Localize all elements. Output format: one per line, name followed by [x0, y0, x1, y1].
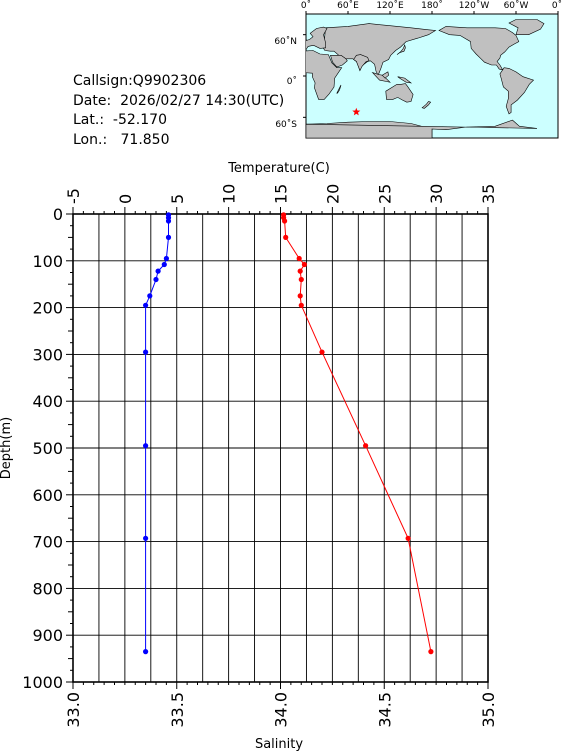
depth-axis-title: Depth(m) [0, 417, 14, 479]
temperature-profile-line [283, 214, 432, 652]
salinity-data-point [165, 218, 172, 224]
salinity-data-point [143, 535, 149, 541]
date-text: Date: 2026/02/27 14:30(UTC) [73, 92, 285, 109]
temperature-tick-label: 25 [375, 184, 394, 204]
map-lat-label: 60˚S [275, 119, 297, 130]
map-lon-label: 0˚ [552, 0, 562, 11]
depth-tick-label: 1000 [22, 673, 63, 692]
salinity-data-point [147, 293, 153, 299]
temperature-tick-label: 35 [479, 184, 498, 204]
temperature-tick-label: 5 [168, 194, 187, 204]
temperature-axis-title: Temperature(C) [227, 161, 330, 176]
salinity-data-point [153, 276, 159, 283]
depth-tick-label: 500 [32, 439, 63, 458]
landmass-india [353, 54, 370, 72]
depth-tick-labels: 0 100 200 300 400 500 600 700 800 900 1000 [22, 205, 63, 692]
landmass-borneo [381, 71, 389, 79]
map-lon-label: 0˚ [301, 0, 311, 11]
landmass-n-america [438, 26, 520, 71]
salinity-data-point [163, 255, 169, 262]
landmass-madagascar [336, 84, 342, 94]
landmass-arabia [330, 54, 348, 68]
temperature-data-point [363, 443, 369, 449]
map-lon-label: 60˚E [337, 0, 359, 11]
salinity-data-point [165, 234, 172, 240]
landmass-japan [396, 44, 406, 55]
temperature-data-point [428, 649, 434, 655]
chart-grid [72, 213, 489, 683]
salinity-data-point [155, 268, 161, 274]
landmass-nz [421, 101, 432, 109]
landmass-indonesia [371, 72, 391, 83]
landmass-new-guinea [397, 76, 413, 84]
temperature-tick-label: 0 [116, 194, 135, 204]
salinity-data-point [143, 443, 149, 449]
map-lat-label: 60˚N [274, 36, 297, 47]
depth-tick-label: 0 [53, 205, 63, 224]
landmass-europe-west [306, 26, 328, 51]
map-lon-label: 120˚E [376, 0, 404, 11]
temperature-tick-label: -5 [64, 188, 83, 204]
star-icon [352, 107, 361, 116]
salinity-tick-label: 33.5 [168, 692, 187, 728]
salinity-data-point [143, 302, 149, 308]
temperature-tick-label: 30 [427, 184, 446, 204]
longitude-text: Lon.: 71.850 [73, 131, 170, 148]
temperature-data-point [297, 268, 303, 274]
temperature-data-point [283, 234, 289, 240]
temperature-data-point [297, 293, 303, 299]
landmass-australia [385, 83, 414, 103]
float-info-block: Callsign:Q9902306 Date: 2026/02/27 14:30… [73, 72, 284, 150]
landmass-uk [306, 38, 308, 41]
temperature-tick-label: 15 [272, 184, 291, 204]
salinity-tick-label: 34.5 [375, 692, 394, 728]
map-lon-label: 120˚W [459, 0, 490, 11]
salinity-tick-label: 34.0 [272, 692, 291, 728]
temperature-data-point [282, 218, 288, 224]
temperature-tick-label: 20 [323, 184, 342, 204]
salinity-tick-label: 33.0 [64, 692, 83, 728]
landmass-s-america [499, 67, 535, 115]
depth-tick-label: 200 [32, 299, 63, 318]
salinity-data-point [143, 349, 149, 355]
salinity-data-point [161, 261, 167, 268]
landmass-greenland [508, 19, 545, 36]
plot-frame [72, 213, 489, 683]
depth-tick-label: 400 [32, 392, 63, 411]
temperature-data-point [298, 276, 304, 283]
profile-series [143, 212, 434, 655]
callsign-text: Callsign:Q9902306 [73, 73, 207, 89]
depth-tick-label: 700 [32, 533, 63, 552]
temperature-data-point [301, 261, 307, 268]
salinity-profile-line [145, 214, 169, 652]
depth-tick-label: 100 [32, 252, 63, 271]
salinity-tick-labels: 33.0 33.5 34.0 34.5 35.0 [64, 692, 498, 728]
salinity-axis-title: Salinity [255, 737, 303, 751]
map-lon-label: 180˚ [421, 0, 443, 11]
map-lat-label: 0˚ [287, 76, 297, 87]
map-landmasses [306, 19, 545, 138]
map-tick-marks [303, 11, 559, 118]
temperature-data-point [296, 255, 302, 262]
map-lon-labels: 0˚ 60˚E 120˚E 180˚ 120˚W 60˚W 0˚ [301, 0, 562, 11]
temperature-tick-label: 10 [220, 184, 239, 204]
landmass-africa [306, 50, 343, 100]
map-lat-labels: 60˚N 0˚ 60˚S [274, 36, 297, 130]
temperature-data-point [405, 535, 411, 541]
depth-tick-label: 900 [32, 626, 63, 645]
salinity-tick-label: 35.0 [479, 692, 498, 728]
temperature-data-point [298, 302, 304, 308]
depth-tick-label: 600 [32, 486, 63, 505]
depth-tick-label: 300 [32, 345, 63, 364]
map-lon-label: 60˚W [504, 0, 529, 11]
location-map: 0˚ 60˚E 120˚E 180˚ 120˚W 60˚W 0˚ 60˚N 0˚… [274, 0, 562, 139]
salinity-data-point [143, 649, 149, 655]
landmass-antarctica-west [306, 119, 538, 138]
latitude-text: Lat.: -52.170 [73, 112, 167, 128]
temperature-data-point [319, 349, 325, 355]
depth-tick-label: 800 [32, 579, 63, 598]
temperature-tick-labels: -5 0 5 10 15 20 25 30 35 [64, 184, 498, 204]
